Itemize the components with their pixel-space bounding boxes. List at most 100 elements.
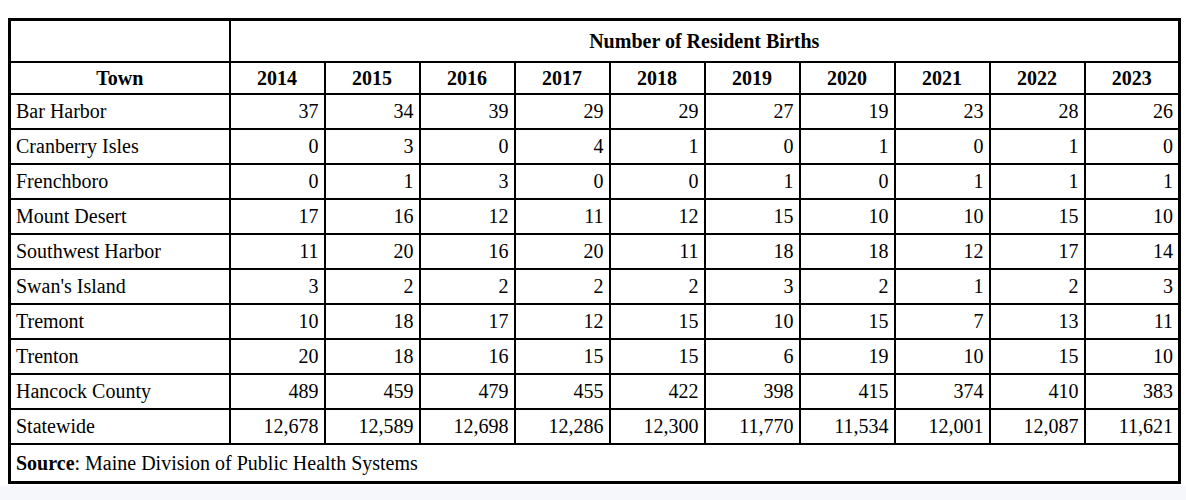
corner-empty-cell	[10, 20, 230, 63]
birth-count-cell: 17	[420, 304, 515, 339]
birth-count-cell: 4	[515, 129, 610, 164]
birth-count-cell: 6	[705, 339, 800, 374]
birth-count-cell: 1	[990, 164, 1085, 199]
birth-count-cell: 12	[515, 304, 610, 339]
birth-count-cell: 15	[990, 339, 1085, 374]
town-name-cell: Frenchboro	[10, 164, 230, 199]
birth-count-cell: 37	[230, 94, 325, 129]
birth-count-cell: 489	[230, 374, 325, 409]
year-column-header: 2018	[610, 62, 705, 94]
birth-count-cell: 13	[990, 304, 1085, 339]
title-row: Number of Resident Births	[10, 20, 1180, 63]
birth-count-cell: 2	[800, 269, 895, 304]
birth-count-cell: 3	[230, 269, 325, 304]
birth-count-cell: 23	[895, 94, 990, 129]
birth-count-cell: 11,534	[800, 409, 895, 444]
birth-count-cell: 1	[610, 129, 705, 164]
birth-count-cell: 459	[325, 374, 420, 409]
birth-count-cell: 27	[705, 94, 800, 129]
birth-count-cell: 15	[515, 339, 610, 374]
birth-count-cell: 12	[895, 234, 990, 269]
birth-count-cell: 15	[990, 199, 1085, 234]
birth-count-cell: 10	[1085, 199, 1180, 234]
source-text: : Maine Division of Public Health System…	[75, 452, 418, 474]
birth-count-cell: 0	[895, 129, 990, 164]
birth-count-cell: 479	[420, 374, 515, 409]
birth-count-cell: 12,286	[515, 409, 610, 444]
town-column-header: Town	[10, 62, 230, 94]
birth-count-cell: 15	[610, 304, 705, 339]
birth-count-cell: 2	[420, 269, 515, 304]
birth-count-cell: 1	[895, 269, 990, 304]
birth-count-cell: 383	[1085, 374, 1180, 409]
year-column-header: 2019	[705, 62, 800, 94]
birth-count-cell: 11	[610, 234, 705, 269]
town-name-cell: Mount Desert	[10, 199, 230, 234]
birth-count-cell: 0	[705, 129, 800, 164]
birth-count-cell: 14	[1085, 234, 1180, 269]
birth-count-cell: 3	[325, 129, 420, 164]
birth-count-cell: 18	[705, 234, 800, 269]
birth-count-cell: 29	[610, 94, 705, 129]
birth-count-cell: 19	[800, 339, 895, 374]
town-name-cell: Bar Harbor	[10, 94, 230, 129]
source-cell: Source: Maine Division of Public Health …	[10, 444, 1180, 483]
birth-count-cell: 28	[990, 94, 1085, 129]
birth-count-cell: 15	[610, 339, 705, 374]
birth-count-cell: 3	[705, 269, 800, 304]
birth-count-cell: 10	[230, 304, 325, 339]
birth-count-cell: 415	[800, 374, 895, 409]
table-row: Mount Desert17161211121510101510	[10, 199, 1180, 234]
birth-count-cell: 10	[705, 304, 800, 339]
birth-count-cell: 12,678	[230, 409, 325, 444]
year-column-header: 2017	[515, 62, 610, 94]
table-row: Southwest Harbor11201620111818121714	[10, 234, 1180, 269]
table-row: Swan's Island3222232123	[10, 269, 1180, 304]
birth-count-cell: 17	[990, 234, 1085, 269]
table-row: Hancock County48945947945542239841537441…	[10, 374, 1180, 409]
birth-count-cell: 2	[610, 269, 705, 304]
birth-count-cell: 1	[1085, 164, 1180, 199]
town-name-cell: Cranberry Isles	[10, 129, 230, 164]
birth-count-cell: 11	[230, 234, 325, 269]
birth-count-cell: 0	[800, 164, 895, 199]
birth-count-cell: 3	[1085, 269, 1180, 304]
birth-count-cell: 0	[230, 129, 325, 164]
birth-count-cell: 410	[990, 374, 1085, 409]
year-column-header: 2022	[990, 62, 1085, 94]
birth-count-cell: 398	[705, 374, 800, 409]
town-name-cell: Southwest Harbor	[10, 234, 230, 269]
table-row: Frenchboro0130010111	[10, 164, 1180, 199]
page-bottom-strip	[0, 486, 1186, 500]
table-title: Number of Resident Births	[230, 20, 1180, 63]
birth-count-cell: 16	[420, 339, 515, 374]
birth-count-cell: 0	[230, 164, 325, 199]
table-body: Bar Harbor37343929292719232826Cranberry …	[10, 94, 1180, 444]
birth-count-cell: 2	[515, 269, 610, 304]
birth-count-cell: 374	[895, 374, 990, 409]
year-header-row: Town 20142015201620172018201920202021202…	[10, 62, 1180, 94]
town-name-cell: Hancock County	[10, 374, 230, 409]
birth-count-cell: 1	[325, 164, 420, 199]
source-row: Source: Maine Division of Public Health …	[10, 444, 1180, 483]
birth-count-cell: 11	[1085, 304, 1180, 339]
birth-count-cell: 39	[420, 94, 515, 129]
town-name-cell: Swan's Island	[10, 269, 230, 304]
birth-count-cell: 34	[325, 94, 420, 129]
birth-count-cell: 0	[610, 164, 705, 199]
year-column-header: 2020	[800, 62, 895, 94]
birth-count-cell: 1	[800, 129, 895, 164]
birth-count-cell: 2	[990, 269, 1085, 304]
birth-count-cell: 18	[325, 304, 420, 339]
birth-count-cell: 0	[515, 164, 610, 199]
resident-births-table: Number of Resident Births Town 201420152…	[8, 18, 1181, 484]
table-row: Trenton2018161515619101510	[10, 339, 1180, 374]
table-row: Cranberry Isles0304101010	[10, 129, 1180, 164]
birth-count-cell: 12,300	[610, 409, 705, 444]
birth-count-cell: 11	[515, 199, 610, 234]
birth-count-cell: 19	[800, 94, 895, 129]
town-name-cell: Statewide	[10, 409, 230, 444]
birth-count-cell: 3	[420, 164, 515, 199]
birth-count-cell: 12,087	[990, 409, 1085, 444]
year-column-header: 2015	[325, 62, 420, 94]
